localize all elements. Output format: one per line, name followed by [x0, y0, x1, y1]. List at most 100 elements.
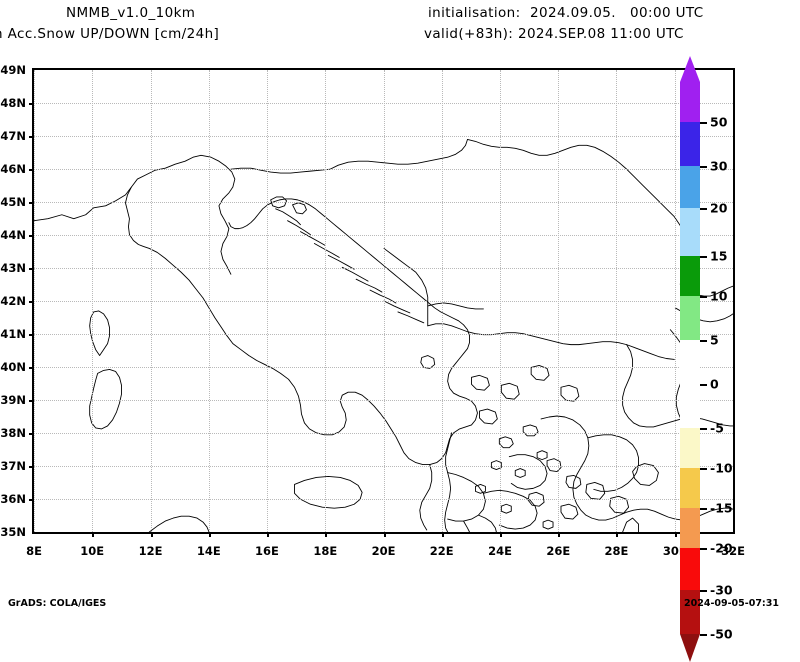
tick-y — [29, 465, 34, 468]
tick-y — [29, 432, 34, 435]
ytick-label-35n: 35N — [0, 525, 26, 539]
colorbar-tick — [700, 256, 707, 258]
colorbar-band-0-5 — [680, 340, 700, 384]
gridline-lat-43n — [34, 267, 733, 269]
gridline-lat-41n — [34, 334, 733, 335]
tick-y — [29, 201, 34, 204]
xtick-label-22e: 22E — [429, 544, 454, 558]
tick-x — [92, 532, 95, 537]
ytick-label-49n: 49N — [0, 63, 26, 77]
colorbar-label-0: 0 — [710, 376, 719, 392]
colorbar-label-m20: -20 — [710, 540, 733, 556]
tick-x — [674, 532, 677, 537]
tick-x — [383, 532, 386, 537]
ytick-label-42n: 42N — [0, 294, 26, 308]
map-plot-frame: 8E 10E 12E 14E 16E 18E 20E 22E 24E 26E 2… — [0, 56, 745, 662]
tick-y — [29, 301, 34, 303]
ytick-label-48n: 48N — [0, 96, 26, 110]
colorbar-label-10: 10 — [710, 288, 728, 304]
colorbar-band-5-10 — [680, 296, 700, 340]
gridline-lat-36n — [34, 498, 733, 500]
tick-x — [325, 532, 328, 537]
ytick-label-44n: 44N — [0, 227, 26, 242]
tick-x — [208, 532, 211, 537]
colorbar-arrow-bottom — [680, 634, 700, 662]
colorbar-legend: 50 30 20 15 10 5 0 -5 -10 -15 -20 -30 -5… — [680, 56, 733, 662]
colorbar-tick — [700, 340, 707, 342]
colorbar-tick — [700, 428, 707, 430]
colorbar-band-10-15 — [680, 256, 700, 296]
colorbar-tick — [700, 468, 707, 470]
gridline-lat-37n — [34, 465, 733, 467]
colorbar-tick — [700, 548, 707, 550]
gridline-lat-39n — [34, 400, 733, 401]
ytick-label-37n: 37N — [0, 458, 26, 473]
valid-time: valid(+83h): 2024.SEP.08 11:00 UTC — [424, 26, 684, 42]
gridline-lat-46n — [34, 169, 733, 170]
ytick-label-46n: 46N — [0, 162, 26, 176]
xtick-label-24e: 24E — [488, 544, 512, 558]
render-timestamp: 2024-09-05-07:31 — [684, 598, 779, 609]
model-title: NMMB_v1.0_10km — [66, 5, 196, 21]
xtick-label-8e: 8E — [26, 544, 42, 558]
tick-y — [29, 103, 34, 105]
colorbar-tick — [700, 634, 707, 636]
xtick-label-26e: 26E — [546, 544, 571, 558]
tick-y — [29, 267, 34, 270]
grads-credit: GrADS: COLA/IGES — [8, 598, 107, 609]
colorbar-label-30: 30 — [710, 158, 728, 174]
ytick-label-40n: 40N — [0, 360, 26, 374]
colorbar-band-m20-m15 — [680, 508, 700, 548]
xtick-label-28e: 28E — [604, 544, 629, 558]
gridline-lat-44n — [34, 234, 733, 236]
ytick-label-47n: 47N — [0, 129, 26, 143]
xtick-label-14e: 14E — [196, 544, 221, 558]
colorbar-label-m10: -10 — [710, 460, 733, 476]
colorbar-label-20: 20 — [710, 200, 728, 216]
gridline-lat-47n — [34, 136, 733, 137]
gridline-lat-45n — [34, 201, 733, 203]
tick-y — [29, 334, 34, 336]
ytick-label-38n: 38N — [0, 425, 26, 440]
colorbar-band-m30-m20 — [680, 548, 700, 590]
colorbar-tick — [700, 122, 707, 124]
colorbar-label-m15: -15 — [710, 500, 733, 516]
ytick-label-43n: 43N — [0, 260, 26, 275]
colorbar-band-m5-0 — [680, 384, 700, 428]
tick-y — [29, 400, 34, 402]
colorbar-label-5: 5 — [710, 332, 719, 348]
colorbar-label-m50: -50 — [710, 626, 733, 642]
colorbar-tick — [700, 384, 707, 386]
xtick-label-10e: 10E — [80, 544, 105, 558]
gridline-lat-48n — [34, 103, 733, 104]
colorbar-band-20-30 — [680, 166, 700, 208]
colorbar-band-m10-m5 — [680, 428, 700, 468]
gridline-lat-40n — [34, 367, 733, 368]
tick-x — [500, 532, 502, 537]
colorbar-label-m30: -30 — [710, 582, 733, 598]
tick-y — [29, 234, 34, 237]
tick-y — [29, 498, 34, 501]
tick-x — [616, 532, 619, 537]
tick-y — [29, 367, 34, 369]
colorbar-tick — [700, 508, 707, 510]
xtick-label-12e: 12E — [138, 544, 163, 558]
tick-y — [29, 169, 34, 171]
xtick-label-18e: 18E — [313, 544, 338, 558]
gridline-lat-42n — [34, 301, 733, 302]
tick-y — [29, 136, 34, 138]
tick-x — [558, 532, 561, 537]
xtick-label-16e: 16E — [255, 544, 279, 558]
tick-x — [441, 532, 444, 537]
colorbar-tick — [700, 296, 707, 298]
tick-x — [150, 532, 153, 537]
initialisation-time: initialisation: 2024.09.05. 00:00 UTC — [428, 5, 704, 21]
tick-x — [266, 532, 269, 537]
colorbar-label-m5: -5 — [710, 420, 724, 436]
colorbar-tick — [700, 590, 707, 592]
colorbar-band-gt50 — [680, 82, 700, 122]
colorbar-band-30-50 — [680, 122, 700, 166]
ytick-label-41n: 41N — [0, 327, 26, 341]
xtick-label-20e: 20E — [371, 544, 396, 558]
colorbar-tick — [700, 166, 707, 168]
